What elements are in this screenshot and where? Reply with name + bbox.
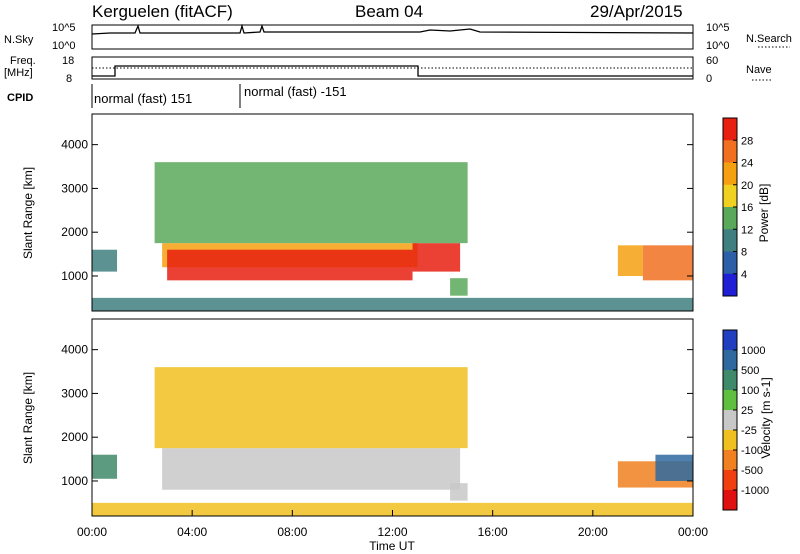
freq-tick-bottom: 8 bbox=[66, 73, 72, 85]
colorbar-tick-label: 25 bbox=[741, 405, 753, 417]
colorbar-tick-label: 24 bbox=[741, 158, 753, 170]
velocity-y-axis: 1000 2000 3000 4000 bbox=[61, 343, 693, 488]
colorbar-swatch bbox=[723, 162, 737, 186]
heatmap-region bbox=[92, 502, 693, 516]
x-tick-label: 12:00 bbox=[377, 525, 407, 539]
x-tick-label: 08:00 bbox=[277, 525, 307, 539]
colorbar-tick-label: -1000 bbox=[741, 485, 769, 497]
cpid-segment-1: normal (fast) 151 bbox=[94, 91, 192, 106]
y-tick-label: 2000 bbox=[61, 430, 88, 444]
power-panel-frame bbox=[91, 113, 694, 312]
colorbar-swatch bbox=[723, 350, 737, 371]
nsky-tick-top: 10^5 bbox=[52, 22, 76, 34]
x-tick-label: 20:00 bbox=[578, 525, 608, 539]
y-tick-label: 1000 bbox=[61, 269, 88, 283]
x-axis-label: Time UT bbox=[369, 539, 415, 553]
colorbar-tick-label: 28 bbox=[741, 135, 753, 147]
cpid-segment-2: normal (fast) -151 bbox=[244, 84, 347, 99]
heatmap-region bbox=[92, 249, 118, 272]
colorbar-tick-label: -25 bbox=[741, 425, 757, 437]
velocity-ylabel: Slant Range [km] bbox=[21, 372, 35, 464]
colorbar-frame bbox=[722, 329, 738, 511]
heatmap-region bbox=[450, 483, 468, 501]
heatmap-region bbox=[154, 367, 468, 449]
nsky-label: N.Sky bbox=[4, 34, 34, 46]
power-colorbar-label: Power [dB] bbox=[757, 184, 771, 243]
colorbar-tick-label: 100 bbox=[741, 385, 759, 397]
cpid-label: CPID bbox=[7, 92, 33, 104]
colorbar-swatch bbox=[723, 207, 737, 230]
heatmap-region bbox=[92, 297, 693, 311]
x-tick-label: 00:00 bbox=[678, 525, 708, 539]
colorbar-swatch bbox=[723, 184, 737, 208]
nsearch-tick-top: 10^5 bbox=[706, 22, 730, 34]
heatmap-region bbox=[167, 249, 413, 281]
power-y-axis: 1000 2000 3000 4000 bbox=[61, 138, 693, 283]
nave-tick-top: 60 bbox=[706, 55, 718, 67]
heatmap-region bbox=[154, 162, 468, 244]
heatmap-region bbox=[617, 245, 643, 276]
freq-unit: [MHz] bbox=[4, 67, 33, 79]
x-tick-label: 04:00 bbox=[177, 525, 207, 539]
heatmap-region bbox=[92, 454, 118, 479]
colorbar-swatch bbox=[723, 251, 737, 275]
velocity-heatmap bbox=[92, 367, 693, 516]
colorbar-swatch bbox=[723, 490, 737, 511]
colorbar-tick-label: -100 bbox=[741, 445, 763, 457]
x-tick-label: 00:00 bbox=[77, 525, 107, 539]
nsky-tick-bottom: 10^0 bbox=[52, 40, 76, 52]
y-tick-label: 1000 bbox=[61, 474, 88, 488]
colorbar-swatch bbox=[723, 229, 737, 252]
nave-tick-bottom: 0 bbox=[706, 73, 712, 85]
colorbar-swatch bbox=[723, 273, 737, 297]
heatmap-region bbox=[162, 448, 461, 490]
beam-title: Beam 04 bbox=[355, 2, 423, 21]
colorbar-swatch bbox=[723, 390, 737, 411]
y-tick-label: 4000 bbox=[61, 343, 88, 357]
colorbar-tick-label: -500 bbox=[741, 465, 763, 477]
nsky-line bbox=[91, 23, 694, 35]
colorbar-swatch bbox=[723, 330, 737, 351]
x-tick-label: 16:00 bbox=[478, 525, 508, 539]
station-title: Kerguelen (fitACF) bbox=[92, 2, 233, 21]
colorbar-tick-label: 12 bbox=[741, 224, 753, 236]
colorbar-tick-label: 20 bbox=[741, 180, 753, 192]
colorbar-tick-label: 16 bbox=[741, 202, 753, 214]
colorbar-tick-label: 4 bbox=[741, 269, 747, 281]
heatmap-region bbox=[412, 243, 461, 272]
power-ylabel: Slant Range [km] bbox=[21, 167, 35, 259]
y-tick-label: 4000 bbox=[61, 138, 88, 152]
date-title: 29/Apr/2015 bbox=[590, 2, 683, 21]
freq-label: Freq. bbox=[10, 55, 36, 67]
time-x-axis: 00:00 04:00 08:00 12:00 16:00 20:00 00:00 bbox=[77, 510, 708, 539]
y-tick-label: 3000 bbox=[61, 181, 88, 195]
freq-tick-top: 18 bbox=[62, 55, 74, 67]
nsearch-tick-bottom: 10^0 bbox=[706, 40, 730, 52]
colorbar-swatch bbox=[723, 410, 737, 431]
freq-line bbox=[92, 65, 693, 77]
power-heatmap bbox=[92, 162, 693, 311]
y-tick-label: 2000 bbox=[61, 225, 88, 239]
colorbar-swatch bbox=[723, 118, 737, 141]
power-colorbar: 4 8 12 16 20 24 28 bbox=[722, 117, 753, 297]
heatmap-region bbox=[655, 454, 693, 481]
colorbar-swatch bbox=[723, 140, 737, 163]
colorbar-swatch bbox=[723, 370, 737, 391]
nave-label: Nave bbox=[746, 64, 772, 76]
nsky-panel-frame bbox=[91, 24, 694, 50]
nsearch-label: N.Search bbox=[746, 33, 792, 45]
colorbar-swatch bbox=[723, 450, 737, 471]
velocity-colorbar: 1000 500 100 25 -25 -100 -500 -1000 bbox=[722, 329, 769, 511]
velocity-colorbar-label: Velocity [m s-1] bbox=[759, 377, 773, 458]
heatmap-region bbox=[450, 278, 468, 296]
colorbar-swatch bbox=[723, 430, 737, 451]
colorbar-swatch bbox=[723, 470, 737, 491]
colorbar-tick-label: 8 bbox=[741, 247, 747, 259]
y-tick-label: 3000 bbox=[61, 386, 88, 400]
heatmap-region bbox=[642, 245, 693, 281]
colorbar-tick-label: 1000 bbox=[741, 345, 765, 357]
colorbar-tick-label: 500 bbox=[741, 365, 759, 377]
